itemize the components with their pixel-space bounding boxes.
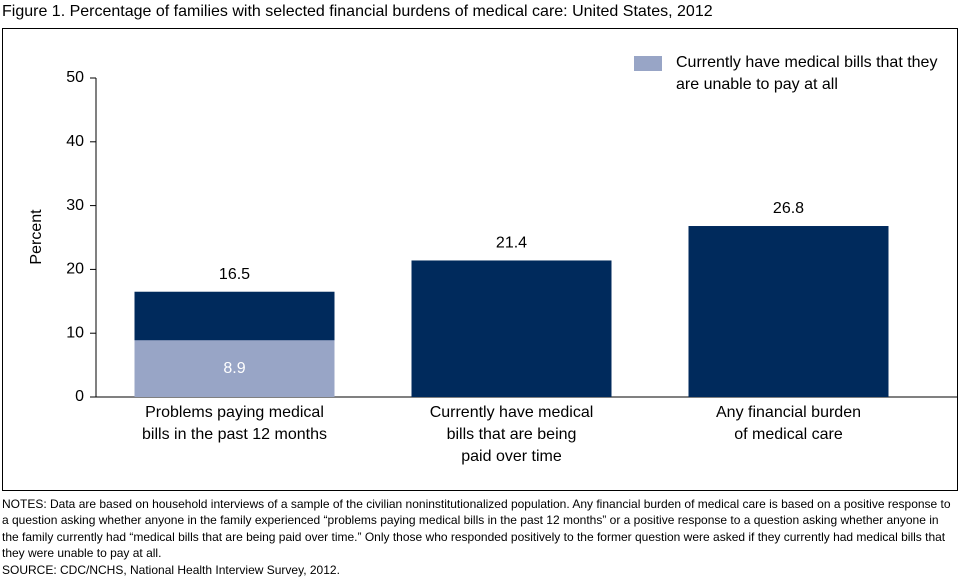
source-text: SOURCE: CDC/NCHS, National Health Interv… (2, 562, 340, 577)
legend-label: Currently have medical bills that they a… (676, 54, 938, 93)
x-tick-label: bills that are being (447, 426, 577, 443)
value-label: 21.4 (496, 235, 527, 252)
chart-title: Figure 1. Percentage of families with se… (2, 3, 713, 20)
bar (134, 340, 335, 397)
x-tick-label: Problems paying medical (145, 404, 324, 421)
notes: NOTES: Data are based on household inter… (2, 496, 956, 578)
bar (411, 260, 612, 397)
chart-frame (2, 28, 958, 491)
value-label: 26.8 (773, 200, 804, 217)
legend-swatch (634, 56, 662, 71)
x-tick-label: of medical care (734, 426, 843, 443)
bar (688, 226, 889, 397)
y-tick-label: 20 (66, 261, 84, 278)
y-tick-label: 50 (66, 69, 84, 86)
notes-text: NOTES: Data are based on household inter… (2, 497, 951, 561)
chart: Figure 1. Percentage of families with se… (2, 3, 958, 491)
value-label: 16.5 (219, 266, 250, 283)
value-label: 8.9 (223, 360, 245, 377)
y-tick-label: 0 (75, 388, 84, 405)
y-tick-label: 10 (66, 324, 84, 341)
x-tick-label: Any financial burden (716, 404, 861, 421)
y-tick-label: 40 (66, 133, 84, 150)
y-tick-label: 30 (66, 197, 84, 214)
x-tick-label: bills in the past 12 months (142, 426, 327, 443)
x-tick-label: paid over time (461, 448, 562, 465)
y-axis-title: Percent (28, 209, 45, 265)
x-tick-label: Currently have medical (430, 404, 594, 421)
